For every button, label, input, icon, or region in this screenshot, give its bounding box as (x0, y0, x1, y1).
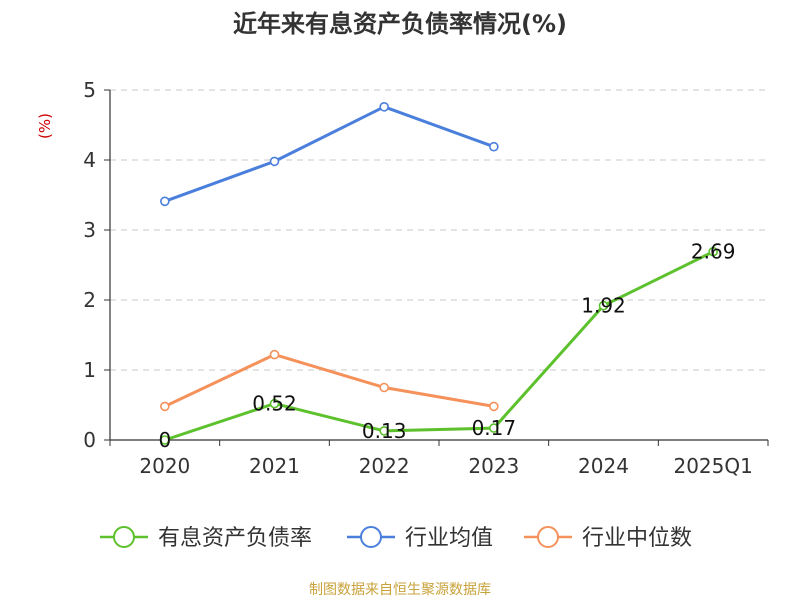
data-label: 0.17 (472, 416, 517, 440)
legend-item: 有息资产负债率 (100, 526, 312, 551)
data-point (489, 401, 499, 412)
data-point (489, 141, 499, 152)
data-label: 0 (158, 428, 171, 452)
data-point (269, 156, 280, 167)
y-tick-label: 0 (83, 428, 96, 452)
data-point (160, 196, 170, 207)
data-point (379, 102, 389, 112)
y-tick-label: 4 (83, 148, 96, 172)
x-tick-label: 2024 (578, 454, 629, 478)
x-tick-label: 2021 (249, 454, 300, 478)
data-label: 1.92 (581, 294, 626, 318)
legend-label: 行业均值 (405, 526, 493, 551)
data-label: 0.52 (252, 392, 297, 416)
x-tick-label: 2025Q1 (673, 454, 752, 478)
y-tick-label: 3 (83, 218, 96, 242)
chart-title: 近年来有息资产负债率情况(%) (233, 10, 567, 38)
data-point (160, 435, 170, 445)
legend-label: 有息资产负债率 (158, 526, 312, 551)
source-note: 制图数据来自恒生聚源数据库 (309, 582, 491, 598)
data-label: 0.13 (362, 419, 407, 443)
legend-item: 行业中位数 (524, 526, 692, 551)
y-axis-label: (%) (36, 113, 54, 139)
y-tick-label: 5 (83, 78, 96, 102)
x-tick-label: 2022 (359, 454, 410, 478)
data-point (598, 300, 609, 311)
y-tick-label: 1 (83, 358, 96, 382)
axes: 0 1 2 3 4 5 2020 2021 2022 2023 2024 2025Q1 (83, 78, 769, 478)
x-tick-label: 2023 (468, 454, 519, 478)
x-tick-label: 2020 (139, 454, 190, 478)
series-layer (160, 102, 718, 445)
legend: 有息资产负债率 行业均值 行业中位数 (100, 526, 692, 551)
data-point (269, 398, 280, 409)
legend-marker (537, 526, 559, 548)
series-line-2 (164, 353, 495, 408)
y-tick-label: 2 (83, 288, 96, 312)
data-point (489, 423, 499, 433)
data-point (160, 401, 170, 412)
legend-item: 行业均值 (347, 526, 493, 551)
series-line-0 (164, 250, 714, 442)
legend-label: 行业中位数 (582, 526, 692, 551)
legend-marker (360, 526, 382, 548)
data-point (379, 382, 389, 393)
legend-marker (113, 526, 135, 548)
data-labels: 0 0.52 0.13 0.17 1.92 2.69 (158, 240, 735, 452)
grid-lines (110, 89, 768, 371)
data-point (269, 349, 280, 360)
data-point (379, 426, 389, 436)
data-label: 2.69 (691, 240, 736, 264)
data-point (708, 246, 718, 257)
series-line-1 (164, 105, 495, 203)
